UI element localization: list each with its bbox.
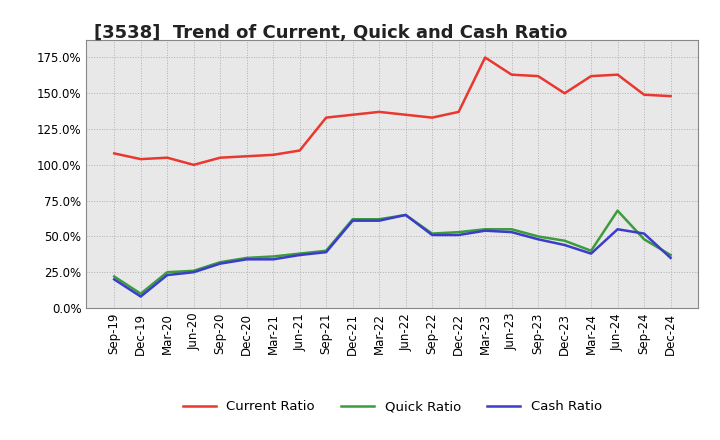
Current Ratio — [428, 115, 436, 120]
Cash Ratio — [481, 228, 490, 233]
Quick Ratio — [481, 227, 490, 232]
Quick Ratio — [295, 251, 304, 256]
Cash Ratio — [322, 249, 330, 255]
Cash Ratio — [216, 261, 225, 266]
Cash Ratio — [454, 232, 463, 238]
Quick Ratio — [401, 213, 410, 218]
Current Ratio — [640, 92, 649, 97]
Quick Ratio — [348, 216, 357, 222]
Current Ratio — [163, 155, 171, 160]
Line: Quick Ratio: Quick Ratio — [114, 211, 670, 293]
Cash Ratio — [375, 218, 384, 224]
Cash Ratio — [348, 218, 357, 224]
Quick Ratio — [613, 208, 622, 213]
Cash Ratio — [428, 232, 436, 238]
Cash Ratio — [560, 242, 569, 248]
Quick Ratio — [322, 248, 330, 253]
Current Ratio — [481, 55, 490, 60]
Cash Ratio — [243, 257, 251, 262]
Current Ratio — [454, 109, 463, 114]
Cash Ratio — [666, 255, 675, 260]
Quick Ratio — [428, 231, 436, 236]
Quick Ratio — [189, 268, 198, 273]
Text: [3538]  Trend of Current, Quick and Cash Ratio: [3538] Trend of Current, Quick and Cash … — [94, 24, 567, 42]
Cash Ratio — [189, 270, 198, 275]
Cash Ratio — [163, 272, 171, 278]
Cash Ratio — [613, 227, 622, 232]
Legend: Current Ratio, Quick Ratio, Cash Ratio: Current Ratio, Quick Ratio, Cash Ratio — [177, 395, 608, 419]
Current Ratio — [348, 112, 357, 117]
Cash Ratio — [534, 237, 542, 242]
Cash Ratio — [640, 231, 649, 236]
Cash Ratio — [401, 213, 410, 218]
Quick Ratio — [243, 255, 251, 260]
Cash Ratio — [136, 294, 145, 299]
Current Ratio — [560, 91, 569, 96]
Current Ratio — [295, 148, 304, 153]
Current Ratio — [666, 94, 675, 99]
Current Ratio — [216, 155, 225, 160]
Current Ratio — [587, 73, 595, 79]
Current Ratio — [508, 72, 516, 77]
Quick Ratio — [375, 216, 384, 222]
Current Ratio — [534, 73, 542, 79]
Cash Ratio — [269, 257, 277, 262]
Current Ratio — [189, 162, 198, 168]
Line: Cash Ratio: Cash Ratio — [114, 215, 670, 297]
Quick Ratio — [560, 238, 569, 243]
Quick Ratio — [269, 254, 277, 259]
Current Ratio — [110, 151, 119, 156]
Quick Ratio — [110, 274, 119, 279]
Quick Ratio — [534, 234, 542, 239]
Current Ratio — [136, 157, 145, 162]
Cash Ratio — [110, 277, 119, 282]
Current Ratio — [322, 115, 330, 120]
Current Ratio — [613, 72, 622, 77]
Line: Current Ratio: Current Ratio — [114, 58, 670, 165]
Current Ratio — [401, 112, 410, 117]
Current Ratio — [243, 154, 251, 159]
Quick Ratio — [216, 260, 225, 265]
Quick Ratio — [163, 270, 171, 275]
Quick Ratio — [587, 248, 595, 253]
Quick Ratio — [454, 230, 463, 235]
Quick Ratio — [666, 253, 675, 258]
Quick Ratio — [136, 291, 145, 296]
Quick Ratio — [508, 227, 516, 232]
Cash Ratio — [295, 253, 304, 258]
Cash Ratio — [508, 230, 516, 235]
Current Ratio — [269, 152, 277, 158]
Current Ratio — [375, 109, 384, 114]
Cash Ratio — [587, 251, 595, 256]
Quick Ratio — [640, 237, 649, 242]
